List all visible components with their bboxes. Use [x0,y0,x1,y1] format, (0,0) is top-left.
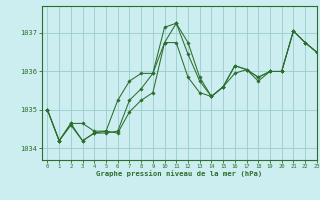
X-axis label: Graphe pression niveau de la mer (hPa): Graphe pression niveau de la mer (hPa) [96,171,262,177]
